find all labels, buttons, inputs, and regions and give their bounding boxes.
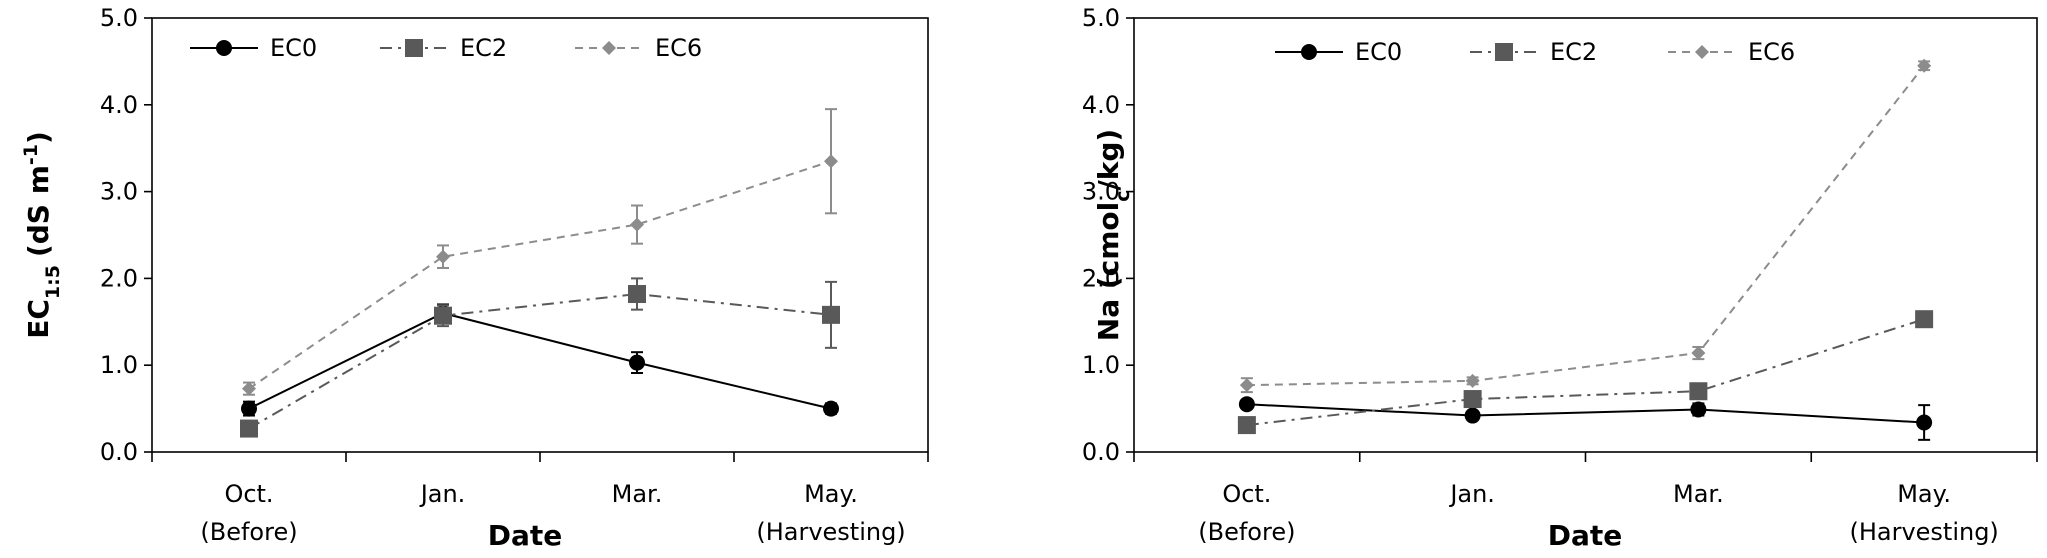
- na-legend-marker: [1301, 44, 1317, 60]
- ec-legend-marker: [216, 40, 232, 56]
- ec-point-ec6: [630, 217, 644, 232]
- na-line-ec2: [1246, 318, 1925, 427]
- ec-x-tick-label: (Harvesting): [756, 518, 905, 546]
- ec-point-ec2: [822, 305, 840, 324]
- na-point-ec6: [1691, 346, 1706, 361]
- na-line-ec0: [1246, 403, 1925, 424]
- na-x-tick-label: (Before): [1198, 518, 1295, 546]
- ec-y-tick-label: 3.0: [100, 178, 138, 206]
- ec-y-tick-label: 0.0: [100, 438, 138, 466]
- chart-ec: 0.0 1.0 2.0 3.0 4.0 5.0 Oct. (Before) Jan. Mar. Ma…: [20, 4, 929, 552]
- na-point-ec2: [1915, 310, 1934, 329]
- na-point-ec6: [1465, 373, 1480, 388]
- na-point-ec0: [1464, 407, 1481, 424]
- ec-line-ec0: [248, 312, 832, 410]
- na-legend-entry-ec0: EC0: [1275, 38, 1402, 66]
- ec-line-ec6: [248, 160, 832, 390]
- ec-y-axis-title-sub: 1:5: [42, 265, 64, 299]
- na-line-ec6: [1246, 65, 1925, 387]
- na-legend-entry-ec2: EC2: [1470, 38, 1597, 66]
- ec-legend-entry-ec0: EC0: [190, 34, 317, 62]
- na-legend-marker: [1495, 43, 1513, 61]
- ec-line-ec2: [248, 293, 832, 430]
- ec-series-ec6: [242, 108, 838, 396]
- na-point-ec2: [1237, 416, 1256, 435]
- na-x-tick-label: (Harvesting): [1849, 518, 1998, 546]
- chart-na: 0.0 1.0 2.0 3.0 4.0 5.0 Oct. (Before) Jan. Mar. Ma…: [1082, 4, 2038, 552]
- na-legend-label: EC6: [1748, 38, 1795, 66]
- na-series-ec2: [1237, 310, 1934, 435]
- ec-y-axis-title: EC1:5 (dS m-1): [20, 131, 64, 339]
- na-series-ec6: [1239, 58, 1932, 394]
- na-y-axis-title-sub: c: [1112, 190, 1134, 201]
- ec-legend-label: EC6: [655, 34, 702, 62]
- na-point-ec6: [1917, 58, 1932, 73]
- na-y-axis-title: Na (cmolc/kg): [1092, 129, 1134, 341]
- na-y-tick-label: 1.0: [1082, 351, 1120, 379]
- na-x-tick-label: May.: [1897, 480, 1951, 508]
- na-y-tick-label: 2.0: [1082, 264, 1120, 292]
- ec-series-ec0: [241, 303, 839, 417]
- na-x-axis-title: Date: [1548, 519, 1623, 552]
- ec-y-axis-title-unit: (dS m: [22, 165, 55, 257]
- na-point-ec0: [1238, 396, 1255, 413]
- ec-x-tick-label: Oct.: [224, 480, 273, 508]
- ec-y-tick-label: 4.0: [100, 91, 138, 119]
- ec-legend-marker: [602, 41, 616, 55]
- na-y-axis-title-main: Na (cmol: [1092, 202, 1125, 341]
- ec-x-tick-label: (Before): [200, 518, 297, 546]
- ec-y-tick-label: 5.0: [100, 4, 138, 32]
- na-y-tick-label: 4.0: [1082, 91, 1120, 119]
- na-x-tick-label: Mar.: [1673, 480, 1724, 508]
- ec-point-ec2: [240, 419, 258, 438]
- na-y-tick-label: 3.0: [1082, 178, 1120, 206]
- ec-legend-entry-ec6: EC6: [575, 34, 702, 62]
- ec-legend-label: EC0: [270, 34, 317, 62]
- ec-x-tick-label: May.: [804, 480, 858, 508]
- ec-plot-area: [151, 17, 929, 453]
- na-x-tick-label: Oct.: [1222, 480, 1271, 508]
- ec-x-tick-label: Mar.: [612, 480, 663, 508]
- na-legend-label: EC0: [1355, 38, 1402, 66]
- na-y-tick-label: 0.0: [1082, 438, 1120, 466]
- ec-legend-entry-ec2: EC2: [380, 34, 507, 62]
- ec-x-axis-title: Date: [488, 519, 563, 552]
- ec-y-axis-title-sup: -1: [20, 144, 42, 165]
- na-point-ec2: [1463, 390, 1482, 409]
- ec-point-ec2: [628, 285, 646, 304]
- ec-y-axis-title-close: ): [22, 131, 55, 144]
- ec-point-ec0: [629, 354, 645, 371]
- ec-point-ec0: [241, 400, 257, 417]
- ec-y-tick-label: 1.0: [100, 351, 138, 379]
- na-x-tick-label: Jan.: [1448, 480, 1495, 508]
- na-y-tick-label: 5.0: [1082, 4, 1120, 32]
- na-legend-entry-ec6: EC6: [1668, 38, 1795, 66]
- na-point-ec0: [1916, 414, 1933, 431]
- na-y-axis-title-close: /kg): [1092, 129, 1125, 191]
- ec-legend-label: EC2: [460, 34, 507, 62]
- ec-point-ec6: [242, 381, 256, 396]
- ec-legend-marker: [405, 39, 423, 57]
- ec-x-tick-label: Jan.: [419, 480, 466, 508]
- ec-y-tick-label: 2.0: [100, 264, 138, 292]
- ec-point-ec0: [823, 400, 839, 417]
- na-legend-label: EC2: [1550, 38, 1597, 66]
- na-series-ec0: [1238, 396, 1933, 441]
- na-point-ec6: [1239, 378, 1254, 393]
- na-point-ec0: [1690, 401, 1707, 418]
- na-point-ec2: [1689, 382, 1708, 401]
- na-legend-marker: [1695, 45, 1709, 59]
- ec-point-ec6: [824, 154, 838, 169]
- ec-point-ec6: [436, 249, 450, 264]
- ec-point-ec2: [434, 306, 452, 325]
- ec-series-ec2: [240, 277, 840, 438]
- na-plot-area: [1133, 17, 2038, 453]
- ec-y-axis-title-main: EC: [22, 299, 55, 339]
